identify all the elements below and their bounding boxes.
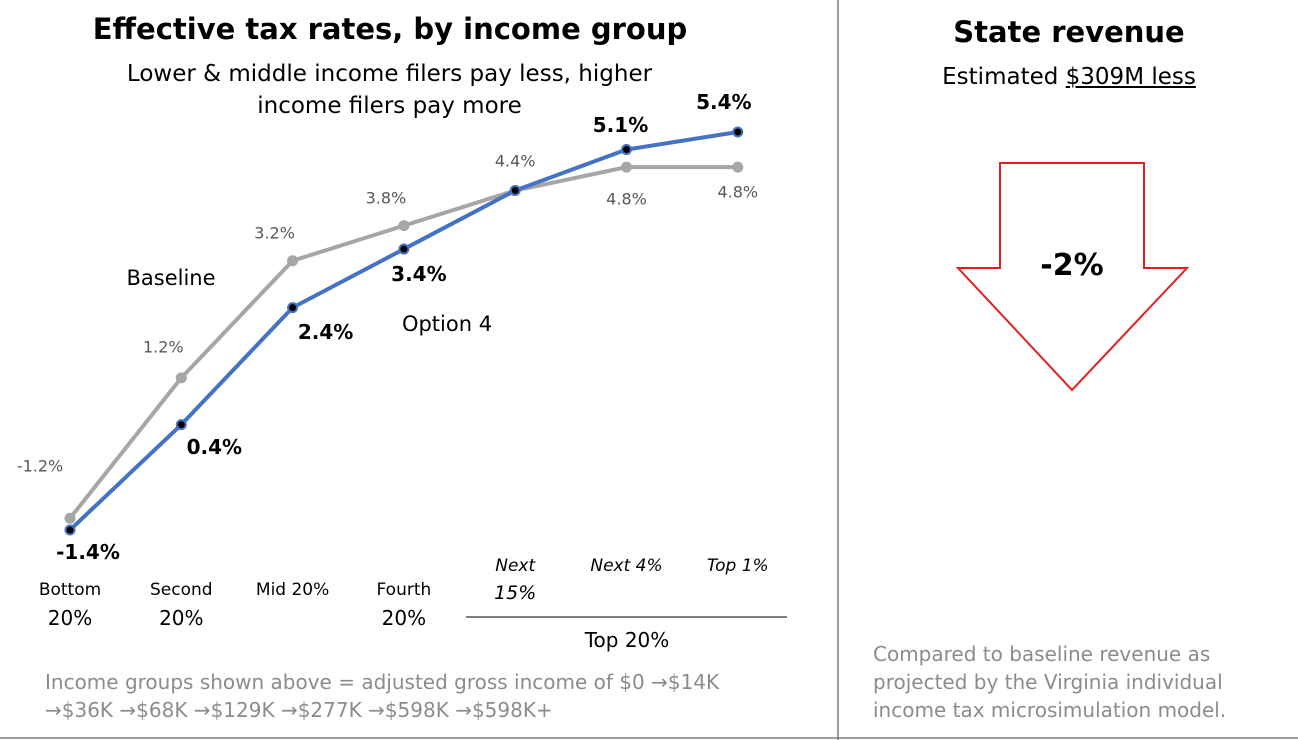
x-tick-label: Next 4% (590, 556, 663, 576)
panel-note: Compared to baseline revenue as projecte… (873, 642, 1227, 722)
data-label: 4.4% (494, 151, 536, 171)
point (509, 185, 521, 197)
data-label: 3.4% (391, 262, 447, 287)
data-label: 5.1% (592, 112, 649, 137)
data-label: 5.4% (696, 90, 752, 114)
panel-amount: $309M less (1065, 64, 1196, 90)
point (287, 255, 299, 267)
panel-subtitle: Estimated $309M less (840, 64, 1298, 90)
point (732, 161, 744, 173)
data-label: 1.2% (142, 337, 184, 357)
point (732, 126, 744, 138)
data-label: 3.2% (254, 223, 295, 243)
point (621, 144, 632, 156)
panel-subtitle-prefix: Estimated (942, 64, 1059, 90)
data-label: 2.4% (297, 319, 354, 344)
change-label: -2% (1040, 248, 1104, 283)
point (287, 302, 299, 314)
down-arrow (955, 162, 1190, 392)
x-tick-label: Top 1% (706, 556, 769, 576)
x-tick-label: Fourth 20% (376, 580, 432, 630)
chart-subtitle: Lower & middle income filers pay less, h… (126, 61, 653, 119)
data-label: 3.8% (365, 188, 407, 208)
point (175, 372, 187, 384)
point (64, 512, 76, 524)
x-tick-label: Next 15% (494, 556, 537, 604)
data-label: 0.4% (186, 434, 243, 459)
data-label: 4.8% (606, 189, 647, 209)
series-name: Option 4 (401, 312, 493, 336)
x-tick-label: Bottom 20% (38, 580, 102, 630)
data-label: 4.8% (717, 182, 759, 202)
series-name: Baseline (126, 266, 216, 290)
group-label: Top 20% (584, 628, 670, 652)
x-tick-label: Second 20% (150, 580, 213, 630)
panel-title: State revenue (953, 15, 1185, 49)
data-label: -1.2% (16, 456, 64, 476)
point (64, 524, 76, 536)
data-label: -1.4% (56, 540, 120, 564)
x-tick-label: Mid 20% (255, 580, 330, 600)
chart-title: Effective tax rates, by income group (92, 12, 688, 46)
point (621, 161, 632, 173)
chart-note: Income groups shown above = adjusted gro… (45, 670, 720, 722)
point (398, 243, 410, 255)
point (175, 419, 187, 431)
point (398, 220, 410, 232)
